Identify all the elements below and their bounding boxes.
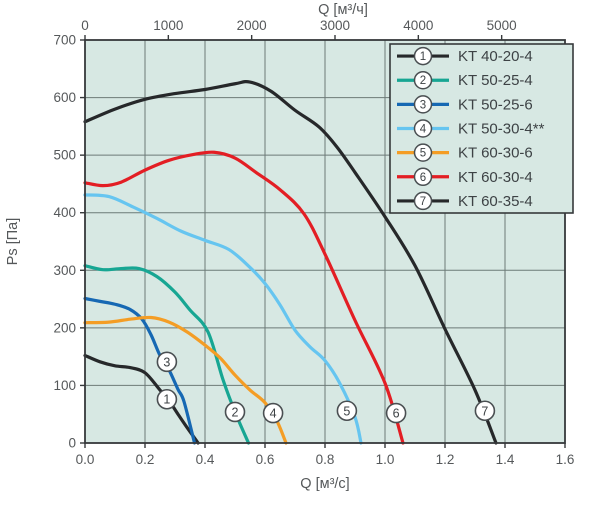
- legend-item-4: 4 KT 50-30-4**: [397, 119, 545, 138]
- top-tick-label: 2000: [237, 18, 267, 33]
- left-tick-label: 500: [53, 148, 76, 163]
- bottom-tick-label: 0.2: [136, 452, 155, 467]
- series-kt-40-20-4: [83, 353, 200, 445]
- left-tick-label: 400: [53, 205, 76, 220]
- legend-number-circle: [413, 95, 433, 114]
- legend-number-circle: [413, 70, 433, 90]
- svg-text:4: 4: [270, 407, 277, 421]
- legend-number: 3: [420, 99, 426, 111]
- left-tick-label: 600: [53, 90, 76, 105]
- legend-number-circle: [413, 143, 433, 162]
- bottom-tick-label: 1.4: [496, 452, 515, 467]
- legend-item-7: 7 KT 60-35-4: [397, 191, 533, 211]
- top-tick-label: 4000: [403, 18, 433, 33]
- legend-item-6: 6 KT 60-30-4: [397, 167, 533, 187]
- svg-text:3: 3: [163, 355, 170, 369]
- legend-number: 4: [420, 124, 427, 136]
- bottom-tick-label: 0.0: [76, 452, 95, 467]
- curve-marker-5: 5: [336, 400, 358, 422]
- bottom-tick-label: 0.6: [256, 452, 275, 467]
- legend: 1 KT 40-20-4 2 KT 50-25-4 3 KT 50-25-6 4 KT 50-…: [389, 43, 574, 214]
- series-kt-50-25-4: [83, 264, 251, 445]
- top-axis-title: Q [м³/ч]: [318, 2, 368, 18]
- legend-number: 6: [420, 172, 426, 184]
- left-tick-label: 100: [53, 378, 76, 393]
- series-kt-60-35-4: [83, 79, 498, 445]
- legend-item-5: 5 KT 60-30-6: [397, 143, 533, 162]
- svg-text:5: 5: [343, 404, 350, 418]
- legend-label: KT 50-30-4**: [458, 121, 545, 138]
- legend-number-circle: [413, 46, 433, 66]
- svg-text:7: 7: [481, 404, 488, 418]
- legend-label: KT 50-25-4: [458, 72, 533, 89]
- series-kt-60-30-4: [83, 150, 405, 445]
- bottom-axis-title: Q [м³/c]: [300, 476, 349, 492]
- legend-number: 1: [420, 51, 426, 63]
- curve-marker-2: 2: [224, 401, 246, 423]
- legend-number: 2: [420, 75, 426, 87]
- top-tick-label: 3000: [320, 18, 350, 33]
- legend-number: 5: [420, 148, 426, 160]
- legend-item-3: 3 KT 50-25-6: [397, 95, 533, 114]
- legend-label: KT 60-30-6: [458, 145, 533, 162]
- series-kt-50-30-4-: [83, 193, 363, 445]
- legend-number: 7: [420, 196, 426, 208]
- legend-item-1: 1 KT 40-20-4: [397, 46, 533, 66]
- bottom-tick-label: 1.6: [556, 452, 575, 467]
- legend-number-circle: [413, 191, 433, 211]
- curve-markers: 1 2 3 4 5 6 7: [156, 351, 496, 424]
- bottom-tick-label: 1.2: [436, 452, 455, 467]
- bottom-tick-label: 0.4: [196, 452, 215, 467]
- axis-ticks: [80, 35, 566, 448]
- legend-number-circle: [413, 167, 433, 187]
- left-tick-label: 200: [53, 320, 76, 335]
- legend-label: KT 60-35-4: [458, 193, 533, 210]
- series-kt-60-30-6: [83, 315, 288, 445]
- curve-marker-1: 1: [156, 388, 178, 410]
- curve-marker-6: 6: [385, 402, 407, 424]
- svg-text:1: 1: [163, 393, 170, 407]
- left-axis-title: Ps [Па]: [5, 218, 21, 266]
- legend-label: KT 60-30-4: [458, 169, 533, 186]
- legend-label: KT 50-25-6: [458, 96, 533, 113]
- bottom-tick-label: 1.0: [376, 452, 395, 467]
- legend-label: KT 40-20-4: [458, 48, 533, 65]
- top-tick-label: 0: [81, 18, 89, 33]
- top-tick-label: 1000: [153, 18, 183, 33]
- left-tick-label: 0: [68, 436, 76, 451]
- curve-marker-3: 3: [156, 351, 178, 373]
- legend-number-circle: [413, 119, 433, 138]
- legend-item-2: 2 KT 50-25-4: [397, 70, 533, 90]
- curve-marker-7: 7: [474, 400, 496, 422]
- series-kt-50-25-6: [83, 296, 197, 445]
- bottom-tick-label: 0.8: [316, 452, 335, 467]
- top-tick-label: 5000: [487, 18, 517, 33]
- left-tick-label: 300: [53, 263, 76, 278]
- left-tick-label: 700: [53, 33, 76, 48]
- svg-text:2: 2: [232, 405, 239, 419]
- curve-marker-4: 4: [262, 402, 284, 424]
- svg-text:6: 6: [393, 407, 400, 421]
